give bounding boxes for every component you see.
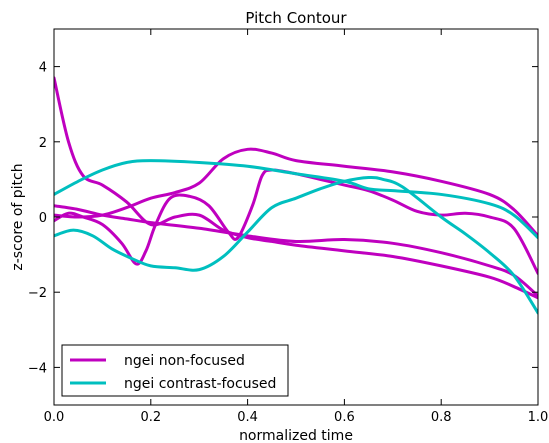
series-line-contrast-focused-4	[54, 159, 538, 240]
series-layer	[54, 76, 538, 315]
legend: ngei non-focused ngei contrast-focused	[61, 344, 289, 397]
y-axis-label: z-score of pitch	[10, 163, 26, 270]
x-tick-label: 0.4	[237, 410, 258, 425]
x-tick-label: 0.2	[140, 410, 161, 425]
y-tick-label: −4	[28, 361, 47, 376]
legend-label: ngei contrast-focused	[124, 376, 276, 392]
plot-area-frame	[53, 28, 539, 406]
y-tick-label: 4	[39, 61, 47, 76]
y-tick-label: 0	[39, 211, 47, 226]
x-tick-label: 0.6	[334, 410, 355, 425]
legend-label: ngei non-focused	[124, 353, 245, 369]
chart-title: Pitch Contour	[245, 9, 347, 27]
tick-layer: 0.0 0.2 0.4 0.6 0.8 1.0 −4 −2 0 2 4	[28, 29, 549, 425]
series-line-non-focused-3	[54, 147, 538, 238]
x-axis-label: normalized time	[239, 428, 353, 443]
series-line-non-focused-2	[54, 168, 538, 275]
legend-box	[61, 344, 289, 397]
y-tick-label: 2	[39, 136, 47, 151]
x-tick-label: 0.8	[431, 410, 452, 425]
x-tick-label: 0.0	[44, 410, 65, 425]
y-tick-label: −2	[28, 286, 47, 301]
x-tick-label: 1.0	[528, 410, 549, 425]
series-line-contrast-focused-5	[54, 175, 538, 315]
